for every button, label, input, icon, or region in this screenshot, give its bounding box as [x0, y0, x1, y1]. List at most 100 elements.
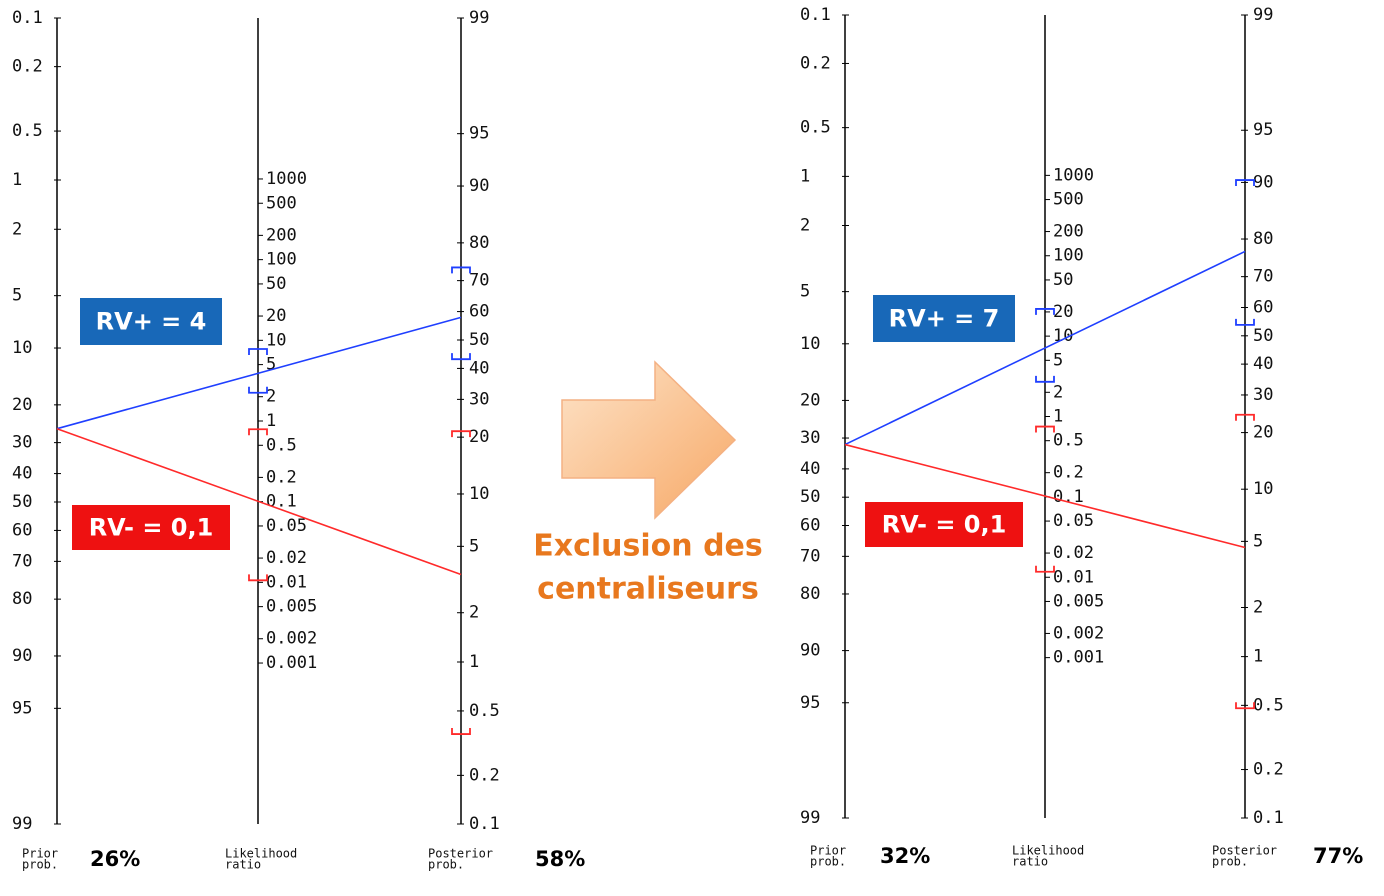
nomogram-line [844, 250, 1246, 446]
posterior-tick-label: 30 [1253, 385, 1273, 405]
prior-tick-label: 0.1 [12, 8, 43, 28]
posterior-tick-label: 40 [1253, 354, 1273, 374]
prior-tick-label: 20 [12, 395, 32, 415]
lr-tick-label: 0.05 [1053, 511, 1094, 531]
posterior-tick-label: 20 [469, 427, 489, 447]
lr-tick-label: 0.02 [266, 548, 307, 568]
posterior-tick-label: 95 [469, 124, 489, 144]
label-box [873, 295, 1015, 342]
prior-tick-label: 0.1 [800, 5, 831, 25]
prior-tick-label: 30 [12, 433, 32, 453]
posterior-tick-label: 2 [469, 603, 479, 623]
label-text: RV+ = 4 [96, 308, 207, 336]
posterior-tick-label: 0.1 [469, 814, 500, 834]
prior-result: 26% [90, 847, 140, 871]
prior-tick-label: 2 [12, 219, 22, 239]
prior-result: 32% [880, 844, 930, 868]
axis-label: prob. [428, 858, 464, 872]
lr-tick-label: 0.1 [266, 492, 297, 512]
axis-label: Posterior [1212, 844, 1277, 858]
lr-tick-label: 0.1 [1053, 487, 1084, 507]
lr-tick-label: 0.002 [1053, 623, 1104, 643]
lr-tick-label: 0.005 [1053, 591, 1104, 611]
prior-tick-label: 80 [800, 584, 820, 604]
prior-tick-label: 95 [800, 693, 820, 713]
prior-tick-label: 0.2 [12, 57, 43, 77]
ci-bracket [1035, 565, 1055, 573]
prior-tick-label: 30 [800, 428, 820, 448]
label-text: RV- = 0,1 [882, 511, 1007, 539]
ci-bracket [1035, 425, 1055, 433]
posterior-tick-label: 5 [469, 536, 479, 556]
lr-tick-label: 0.005 [266, 597, 317, 617]
prior-tick-label: 90 [800, 641, 820, 661]
ci-bracket [1235, 318, 1255, 326]
lr-tick-label: 100 [1053, 246, 1084, 266]
posterior-tick-label: 70 [469, 271, 489, 291]
prior-tick-label: 10 [800, 334, 820, 354]
prior-tick-label: 0.5 [12, 121, 43, 141]
nomogram-line [56, 427, 462, 576]
label-box [865, 502, 1023, 547]
posterior-tick-label: 99 [1253, 5, 1273, 25]
posterior-tick-label: 0.5 [1253, 695, 1284, 715]
axis-label: ratio [1012, 855, 1048, 869]
posterior-result: 77% [1313, 844, 1363, 868]
lr-tick-label: 0.5 [266, 435, 297, 455]
prior-tick-label: 95 [12, 698, 32, 718]
panel-bg [2, 2, 472, 892]
ci-bracket [451, 430, 471, 438]
posterior-tick-label: 1 [1253, 647, 1263, 667]
lr-tick-label: 1000 [266, 169, 307, 189]
prior-tick-label: 70 [12, 551, 32, 571]
lr-tick-label: 1000 [1053, 165, 1094, 185]
posterior-result: 58% [535, 847, 585, 871]
lr-tick-label: 200 [266, 225, 297, 245]
lr-tick-label: 0.002 [266, 629, 317, 649]
axis-label: ratio [225, 858, 261, 872]
lr-tick-label: 1 [1053, 407, 1063, 427]
posterior-tick-label: 5 [1253, 531, 1263, 551]
ci-bracket [451, 353, 471, 361]
lr-tick-label: 1 [266, 411, 276, 431]
ci-bracket [248, 428, 268, 436]
lr-tick-label: 100 [266, 250, 297, 270]
lr-tick-label: 0.2 [266, 467, 297, 487]
posterior-tick-label: 0.2 [469, 765, 500, 785]
ci-bracket [1235, 702, 1255, 710]
posterior-tick-label: 70 [1253, 267, 1273, 287]
lr-tick-label: 10 [266, 330, 286, 350]
posterior-tick-label: 95 [1253, 120, 1273, 140]
prior-tick-label: 5 [800, 282, 810, 302]
posterior-tick-label: 2 [1253, 598, 1263, 618]
prior-tick-label: 90 [12, 646, 32, 666]
posterior-tick-label: 99 [469, 8, 489, 28]
lr-tick-label: 0.001 [266, 653, 317, 673]
lr-tick-label: 0.05 [266, 516, 307, 536]
prior-tick-label: 10 [12, 338, 32, 358]
ci-bracket [1235, 179, 1255, 187]
axis-label: Likelihood [225, 847, 297, 861]
lr-tick-label: 500 [266, 193, 297, 213]
posterior-tick-label: 90 [1253, 172, 1273, 192]
posterior-tick-label: 0.1 [1253, 808, 1284, 828]
lr-tick-label: 0.02 [1053, 543, 1094, 563]
panel-bg [790, 2, 1260, 892]
lr-tick-label: 5 [1053, 350, 1063, 370]
lr-tick-label: 0.5 [1053, 431, 1084, 451]
prior-tick-label: 5 [12, 286, 22, 306]
ci-bracket [248, 574, 268, 582]
posterior-tick-label: 90 [469, 176, 489, 196]
lr-tick-label: 0.01 [266, 572, 307, 592]
lr-tick-label: 2 [1053, 382, 1063, 402]
posterior-tick-label: 80 [469, 233, 489, 253]
axis-label: Posterior [428, 847, 493, 861]
nomogram-line [56, 316, 462, 430]
lr-tick-label: 50 [1053, 270, 1073, 290]
prior-tick-label: 50 [12, 492, 32, 512]
lr-tick-label: 0.2 [1053, 463, 1084, 483]
posterior-tick-label: 60 [469, 302, 489, 322]
prior-tick-label: 70 [800, 546, 820, 566]
lr-tick-label: 500 [1053, 190, 1084, 210]
lr-tick-label: 0.001 [1053, 648, 1104, 668]
